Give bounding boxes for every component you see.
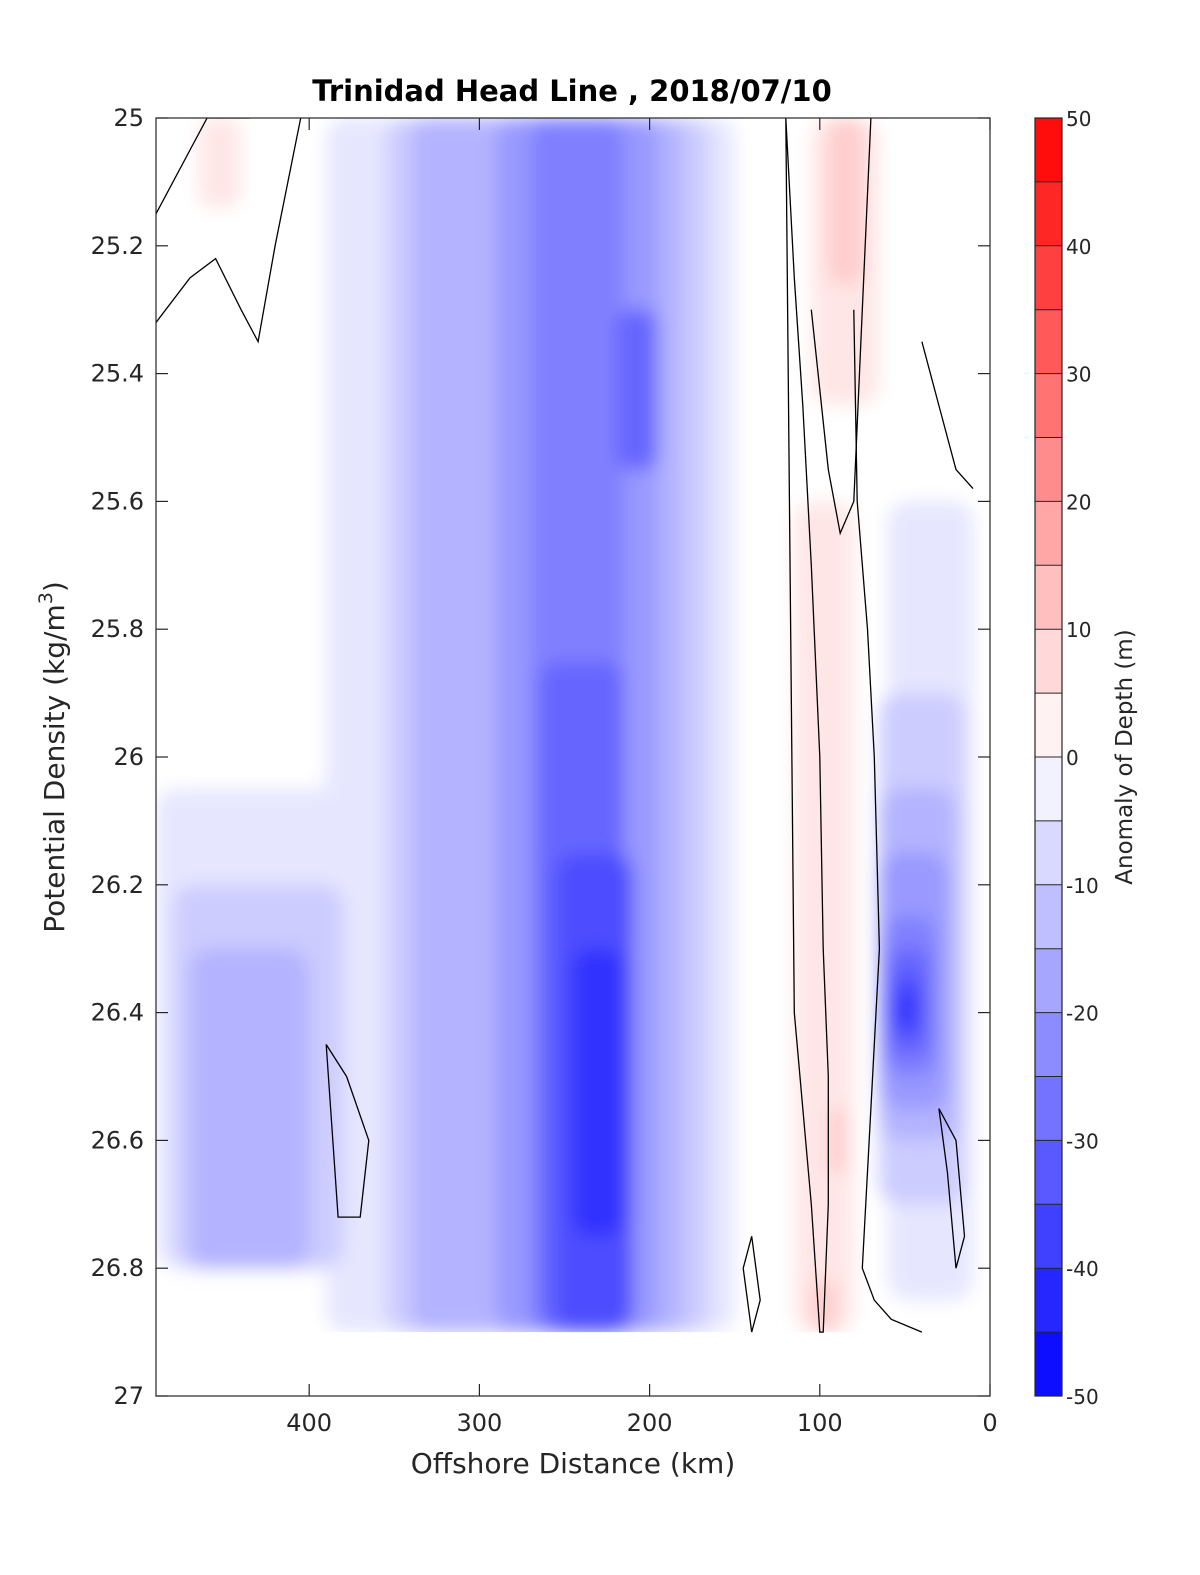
y-tick-label: 25.2 [91,232,144,260]
contour-fill-region [573,948,625,1237]
zero-contour [156,118,250,215]
y-axis-title-end: ) [38,581,71,592]
contour-fill-region [828,1108,846,1173]
colorbar-swatch [1035,884,1062,949]
y-axis-title-superscript: 3 [35,592,57,604]
colorbar-swatch [1035,948,1062,1013]
y-tick-label: 25 [113,104,144,132]
colorbar-tick-label: 10 [1066,618,1091,642]
x-axis-title: Offshore Distance (km) [411,1447,736,1480]
colorbar-tick-label: -20 [1066,1002,1099,1026]
colorbar-swatch [1035,1332,1062,1396]
colorbar-swatch [1035,1204,1062,1269]
colorbar-tick-label: -10 [1066,874,1099,898]
colorbar-swatch [1035,757,1062,821]
colorbar-swatch [1035,1012,1062,1077]
x-tick-label: 400 [286,1409,332,1437]
contour-fill-layer [156,118,973,1333]
y-tick-label: 27 [113,1382,144,1410]
colorbar-swatch [1035,309,1062,374]
colorbar-swatch [1035,629,1062,694]
colorbar-tick-label: -50 [1066,1385,1099,1409]
colorbar-tick-label: 50 [1066,107,1091,131]
zero-contour [156,118,302,344]
y-tick-label: 26 [113,743,144,771]
colorbar-swatch [1035,501,1062,566]
x-tick-label: 0 [982,1409,997,1437]
zero-contour [325,1044,370,1218]
y-axis: 25 25.2 25.4 25.6 25.8 26 26.2 26.4 26.6 26.8 27 [91,104,990,1410]
colorbar-swatch [1035,181,1062,246]
colorbar-swatch [1035,118,1062,182]
zero-contour [810,118,872,536]
zero-contour [742,1236,761,1333]
y-tick-label: 25.8 [91,615,144,643]
contour-fill-region [828,118,863,285]
x-axis: 400 300 200 100 0 [286,118,998,1437]
contour-fill-region [198,118,242,208]
contour-fills [156,118,990,1396]
colorbar-swatch [1035,1268,1062,1333]
colorbar-swatch [1035,565,1062,630]
colorbar-swatch [1035,373,1062,438]
x-tick-label: 100 [797,1409,843,1437]
colorbar-tick-label: -30 [1066,1129,1099,1153]
colorbar-title: Anomaly of Depth (m) [1112,629,1138,884]
zero-contour [853,309,923,1333]
y-tick-label: 26.4 [91,999,144,1027]
plot-area: 400 300 200 100 0 25 25.2 25.4 25.6 25.8 26 26.2 26… [91,104,998,1437]
colorbar-swatch [1035,245,1062,310]
chart-title: Trinidad Head Line , 2018/07/10 [312,74,832,108]
colorbar-tick-label: 20 [1066,490,1091,514]
colorbar-swatch [1035,820,1062,885]
y-tick-label: 26.2 [91,871,144,899]
colorbar-tick-label: 0 [1066,746,1079,770]
contour-fill-region [794,501,854,1333]
colorbar: 50 40 30 20 10 0 -10 -20 -30 -40 -50 [1034,107,1099,1409]
colorbar-swatch [1035,1076,1062,1141]
y-tick-label: 25.4 [91,360,144,388]
zero-contour [938,1108,966,1269]
zero-contour [785,118,829,1333]
x-tick-label: 300 [456,1409,502,1437]
zero-contour [921,341,974,490]
colorbar-swatch [1035,437,1062,502]
y-tick-label: 25.6 [91,487,144,515]
colorbar-tick-label: 30 [1066,363,1091,387]
colorbar-swatch [1035,1140,1062,1205]
x-tick-label: 200 [627,1409,673,1437]
y-axis-title: Potential Density (kg/m3) [35,581,71,933]
colorbar-swatch [1035,693,1062,757]
colorbar-tick-label: -40 [1066,1257,1099,1281]
zero-contour-lines [156,118,974,1333]
contour-fill-region [190,948,310,1269]
contour-fill-region [894,993,916,1026]
y-tick-label: 26.8 [91,1254,144,1282]
contour-fill-region [615,309,659,470]
colorbar-tick-label: 40 [1066,235,1091,259]
no-data-mask [156,1332,990,1396]
y-axis-title-main: Potential Density (kg/m [38,604,71,933]
y-tick-label: 26.6 [91,1126,144,1154]
